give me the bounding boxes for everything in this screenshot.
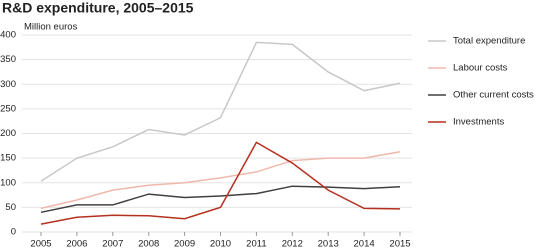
x-tick-label: 2006 — [66, 239, 87, 250]
y-tick-label: 100 — [0, 177, 16, 188]
y-tick-label: 400 — [0, 30, 16, 41]
y-tick-label: 200 — [0, 128, 16, 139]
x-tick-label: 2007 — [102, 239, 123, 250]
x-tick-label: 2005 — [30, 239, 51, 250]
legend-label: Labour costs — [453, 63, 508, 74]
x-tick-label: 2009 — [174, 239, 195, 250]
legend-label: Total expenditure — [453, 36, 525, 47]
chart-title: R&D expenditure, 2005–2015 — [2, 0, 194, 16]
y-tick-label: 300 — [0, 79, 16, 90]
x-tick-label: 2015 — [389, 239, 410, 250]
series-line — [40, 41, 401, 182]
y-tick-label: 250 — [0, 103, 16, 114]
y-tick-label: 0 — [11, 227, 16, 238]
series-line — [40, 185, 401, 214]
y-tick-label: 50 — [5, 202, 16, 213]
series-line — [40, 150, 401, 210]
x-tick-label: 2011 — [246, 239, 266, 250]
x-tick-label: 2010 — [210, 239, 231, 250]
legend-label: Other current costs — [453, 90, 534, 101]
legend-label: Investments — [453, 117, 504, 128]
x-tick-label: 2014 — [354, 239, 375, 250]
x-tick-label: 2013 — [318, 239, 339, 250]
y-tick-label: 150 — [0, 153, 16, 164]
x-tick-label: 2012 — [282, 239, 303, 250]
series-line — [40, 141, 401, 225]
y-axis-label: Million euros — [24, 22, 78, 33]
x-tick-label: 2008 — [138, 239, 159, 250]
y-tick-label: 350 — [0, 54, 16, 65]
